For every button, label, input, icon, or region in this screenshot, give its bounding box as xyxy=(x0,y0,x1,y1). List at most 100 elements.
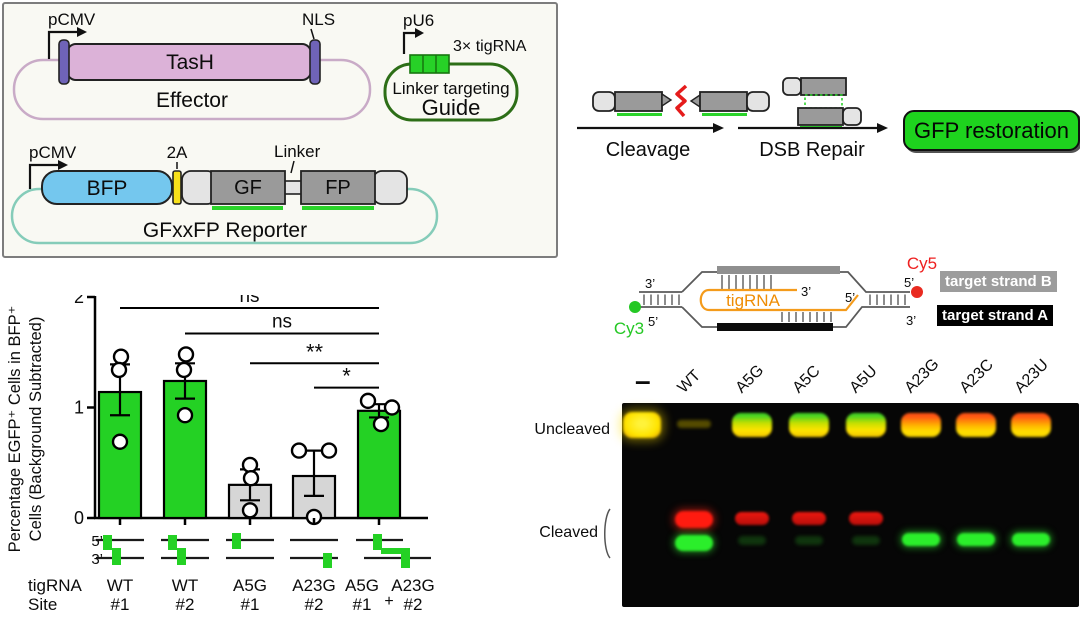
cy3-label: Cy3 xyxy=(614,319,644,338)
tigRNA-loop xyxy=(699,288,859,312)
right-top-5prime-label: 5’ xyxy=(904,275,914,290)
reporter-promoter-label: pCMV xyxy=(29,143,77,162)
reporter-promoter-arrow xyxy=(28,163,58,189)
data-point xyxy=(320,442,338,459)
effector-promoter-arrowhead xyxy=(77,27,87,37)
guide-promoter-arrowhead xyxy=(415,28,424,38)
category-site-label: #1 xyxy=(241,595,260,614)
glyph-tigRNA-block xyxy=(373,534,382,550)
uncleaved-band xyxy=(677,420,711,428)
category-tigRNA-label: WT xyxy=(172,576,198,595)
tigRNA-cassette-label: 3× tigRNA xyxy=(453,38,527,55)
cleaved-row-label: Cleaved xyxy=(539,524,598,541)
cleaved-green-band xyxy=(738,536,766,545)
dsb-repair-icon xyxy=(782,77,862,129)
cleaved-green-band xyxy=(675,535,713,551)
cleaved-green-band xyxy=(902,533,940,546)
cleavage-arrowhead xyxy=(713,123,724,133)
nls-pointer-line xyxy=(310,28,315,40)
cassette-right-cap xyxy=(372,170,408,205)
data-point xyxy=(383,399,401,416)
target-strand-a-text: target strand A xyxy=(942,307,1049,324)
gel-lane-label: A23G xyxy=(901,355,943,397)
target-strand-b-legend: target strand B xyxy=(940,271,1057,292)
glyph-tigRNA-block xyxy=(232,533,241,549)
guide-plasmid: pU6 3× tigRNA Linker targeting Guide xyxy=(383,11,527,122)
cleaved-bracket xyxy=(604,508,611,559)
category-tigRNA-label: A5G xyxy=(233,576,267,595)
y-axis-label-line1: Percentage EGFP⁺ Cells in BFP⁺ xyxy=(6,306,24,553)
fp-box xyxy=(300,170,376,205)
significance-label: ns xyxy=(239,295,259,307)
guide-promoter-arrow xyxy=(402,31,415,54)
pathway-svg: Cleavage DSB Repair xyxy=(577,77,888,161)
target-strand-b-text: target strand B xyxy=(945,273,1052,290)
fp-target-underline xyxy=(302,206,374,210)
gel-lane-label: A23C xyxy=(956,356,997,397)
uncleaved-band xyxy=(901,413,941,437)
uncleaved-band xyxy=(846,413,886,437)
gel-lane-label: – xyxy=(635,365,651,396)
uncleaved-band xyxy=(732,413,772,437)
target-strand-a-legend: target strand A xyxy=(937,305,1054,326)
data-point xyxy=(111,433,129,450)
uncleaved-band xyxy=(789,413,829,437)
glyph-tigRNA-block xyxy=(323,553,332,568)
glyph-5prime-label: 5’ xyxy=(91,533,103,550)
data-point xyxy=(176,407,194,424)
data-point xyxy=(177,346,195,363)
row-label-site: Site xyxy=(28,595,57,614)
row-label-tigRNA: tigRNA xyxy=(28,576,83,595)
homology-dotted-box xyxy=(804,94,843,109)
duplex-schematic-svg: tigRNA 3’ 5’ Cy3 Cy5 3’ 5’ 5’ 3’ xyxy=(614,254,937,338)
tigRNA-5prime-label: 5’ xyxy=(845,290,855,305)
guide-function-label: Linker targeting xyxy=(392,79,509,98)
cleaved-green-band xyxy=(1012,533,1050,546)
uncleaved-band xyxy=(623,412,661,438)
cleavage-label: Cleavage xyxy=(606,139,691,161)
data-point xyxy=(110,361,128,379)
glyph-3prime-label: 3’ xyxy=(91,551,103,568)
y-tick-label: 0 xyxy=(74,508,84,528)
gf-target-underline xyxy=(212,206,283,210)
cleaved-red-band xyxy=(675,511,713,528)
right-bottom-3prime-label: 3’ xyxy=(906,313,916,328)
glyph-tigRNA-block xyxy=(168,535,177,550)
bar-chart: 0 1 2 Percentage EGFP⁺ Cells in BFP⁺ Cells (… xyxy=(6,295,435,614)
p2a-box xyxy=(172,170,182,205)
basepair-ticks xyxy=(643,275,906,322)
gel-lane-label: A23U xyxy=(1011,356,1052,397)
gel-image xyxy=(622,403,1079,607)
left-bottom-5prime-label: 5’ xyxy=(648,314,658,329)
data-point xyxy=(359,392,377,410)
p2a-label: 2A xyxy=(167,143,188,162)
bfp-box xyxy=(41,170,173,205)
break-zigzag-icon xyxy=(675,84,688,118)
significance-label: ns xyxy=(272,311,292,332)
uncleaved-band xyxy=(956,413,996,437)
gfp-restoration-label: GFP restoration xyxy=(914,117,1069,143)
category-tigRNA-label: WT xyxy=(107,576,133,595)
data-point xyxy=(241,502,259,519)
gel-lane-label: WT xyxy=(674,366,705,397)
uncleaved-row-label: Uncleaved xyxy=(534,421,610,438)
cleaved-green-band xyxy=(795,536,823,545)
gf-box xyxy=(210,170,286,205)
fp-label: FP xyxy=(325,177,351,199)
guide-label: Guide xyxy=(422,95,481,120)
bar xyxy=(162,379,208,520)
cleaved-dna-icon xyxy=(592,84,770,118)
cleaved-red-band xyxy=(792,512,826,525)
effector-plasmid: pCMV NLS TasH Effector xyxy=(12,10,372,121)
category-tigRNA-label: A23G xyxy=(391,576,434,595)
target-strand-a-bar xyxy=(717,323,833,331)
cleaved-green-band xyxy=(957,533,995,546)
gel-lane-label: A5U xyxy=(846,362,881,397)
gel-lane-label: A5C xyxy=(789,362,824,397)
guide-backbone xyxy=(383,62,519,122)
significance-label: * xyxy=(342,364,351,389)
cy5-label: Cy5 xyxy=(907,254,937,273)
data-point xyxy=(241,456,259,474)
category-joiner-label: + xyxy=(384,593,393,610)
